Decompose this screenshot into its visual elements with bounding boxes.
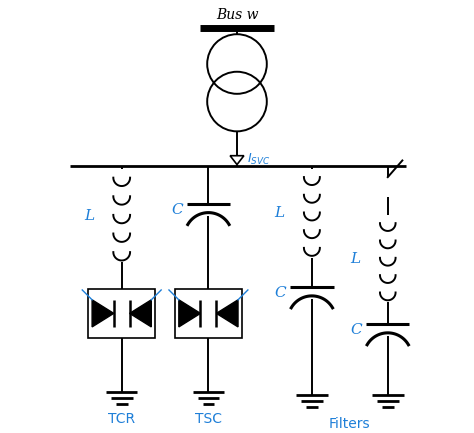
Text: Bus w: Bus w (216, 8, 258, 22)
Bar (88, 289, 155, 338)
Text: C: C (351, 323, 362, 337)
Text: TCR: TCR (108, 412, 135, 426)
Text: L: L (84, 209, 94, 223)
Bar (175, 289, 242, 338)
Text: C: C (171, 203, 183, 217)
Polygon shape (230, 156, 244, 165)
Polygon shape (92, 300, 114, 327)
Text: Filters: Filters (329, 417, 371, 431)
Text: TSC: TSC (195, 412, 222, 426)
Polygon shape (179, 300, 201, 327)
Polygon shape (216, 300, 238, 327)
Polygon shape (129, 300, 151, 327)
Text: L: L (274, 207, 284, 220)
Text: L: L (350, 252, 360, 266)
Text: C: C (274, 286, 286, 300)
Text: $I_{SVC}$: $I_{SVC}$ (247, 152, 270, 167)
